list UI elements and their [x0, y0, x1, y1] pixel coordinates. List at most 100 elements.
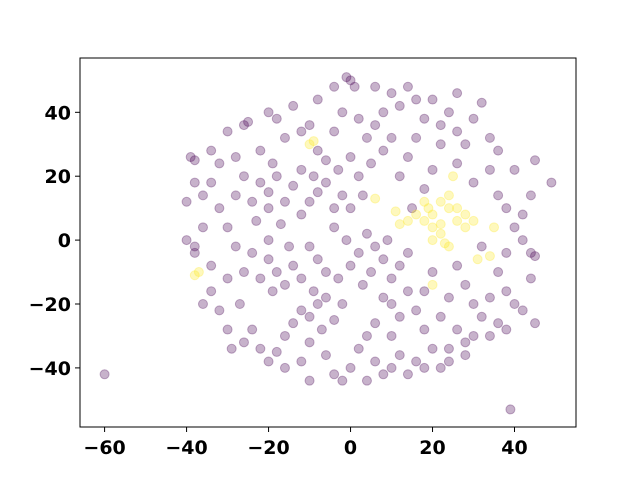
data-point	[460, 139, 471, 150]
data-point	[197, 190, 208, 201]
data-point	[320, 177, 331, 188]
data-point	[382, 235, 393, 246]
data-point	[427, 222, 438, 233]
data-point	[329, 222, 340, 233]
data-point	[370, 356, 381, 367]
data-point	[222, 222, 233, 233]
data-point	[427, 164, 438, 175]
data-point	[320, 292, 331, 303]
data-point	[288, 180, 299, 191]
x-tick: −40	[165, 427, 208, 459]
data-point	[345, 152, 356, 163]
data-point	[288, 100, 299, 111]
data-point	[530, 251, 541, 262]
data-point	[284, 241, 295, 252]
data-point	[279, 330, 290, 341]
data-point	[443, 203, 454, 214]
data-point	[435, 196, 446, 207]
data-point	[357, 190, 368, 201]
data-point	[452, 215, 463, 226]
data-point	[329, 126, 340, 137]
data-point	[341, 235, 352, 246]
data-point	[304, 311, 315, 322]
data-point	[386, 299, 397, 309]
data-point	[452, 126, 463, 137]
data-point	[411, 209, 422, 220]
data-point	[452, 203, 463, 214]
data-point	[460, 279, 471, 290]
data-point	[439, 238, 450, 249]
data-point	[370, 241, 381, 252]
data-point	[279, 362, 290, 373]
data-point	[493, 318, 504, 329]
data-point	[419, 113, 430, 124]
data-point	[394, 311, 405, 322]
data-point	[452, 88, 463, 99]
data-point	[214, 305, 225, 316]
data-point	[484, 132, 495, 143]
data-point	[308, 171, 319, 182]
data-point	[337, 190, 348, 201]
data-point	[468, 113, 479, 124]
data-point	[366, 267, 377, 278]
data-point	[247, 324, 258, 335]
data-point	[411, 132, 422, 143]
x-tick-label: −20	[247, 437, 289, 459]
data-point	[443, 292, 454, 303]
data-point	[222, 273, 233, 284]
data-point	[419, 324, 430, 335]
data-point	[349, 81, 360, 92]
data-point	[238, 120, 249, 131]
data-point	[185, 152, 196, 163]
data-point	[312, 254, 323, 265]
data-point	[263, 107, 274, 118]
data-point	[427, 94, 438, 105]
data-point	[238, 171, 249, 182]
data-point	[255, 145, 266, 156]
data-point	[452, 324, 463, 335]
data-point	[493, 267, 504, 278]
data-point	[345, 362, 356, 373]
data-point	[304, 375, 315, 386]
data-point	[517, 305, 528, 316]
data-point	[423, 203, 434, 214]
data-point	[312, 187, 323, 198]
data-point	[509, 164, 520, 175]
data-point	[394, 219, 405, 230]
data-point	[468, 215, 479, 226]
data-point	[230, 152, 241, 163]
data-point	[234, 299, 245, 309]
x-tick-label: −60	[83, 437, 125, 459]
data-point	[181, 235, 192, 246]
y-tick: −20	[29, 294, 80, 316]
data-point	[435, 139, 446, 150]
data-point	[296, 164, 307, 175]
data-point	[386, 273, 397, 284]
x-tick: 20	[419, 427, 446, 459]
data-point	[279, 132, 290, 143]
data-point	[288, 260, 299, 271]
data-point	[214, 203, 225, 214]
data-point	[329, 314, 340, 325]
data-point	[189, 270, 200, 281]
data-point	[493, 145, 504, 156]
data-point	[402, 286, 413, 297]
data-point	[361, 330, 372, 341]
data-point	[263, 254, 274, 265]
data-point	[308, 286, 319, 297]
data-point	[255, 343, 266, 354]
data-point	[312, 145, 323, 156]
data-point	[427, 279, 438, 290]
data-point	[476, 311, 487, 322]
data-point	[402, 81, 413, 92]
data-point	[193, 267, 204, 278]
data-point	[333, 273, 344, 284]
data-point	[370, 120, 381, 131]
y-tick: −40	[29, 358, 80, 380]
data-point	[345, 75, 356, 86]
data-point	[468, 299, 479, 309]
data-point	[435, 120, 446, 131]
data-point	[263, 203, 274, 214]
data-point	[435, 219, 446, 230]
data-point	[341, 72, 352, 83]
